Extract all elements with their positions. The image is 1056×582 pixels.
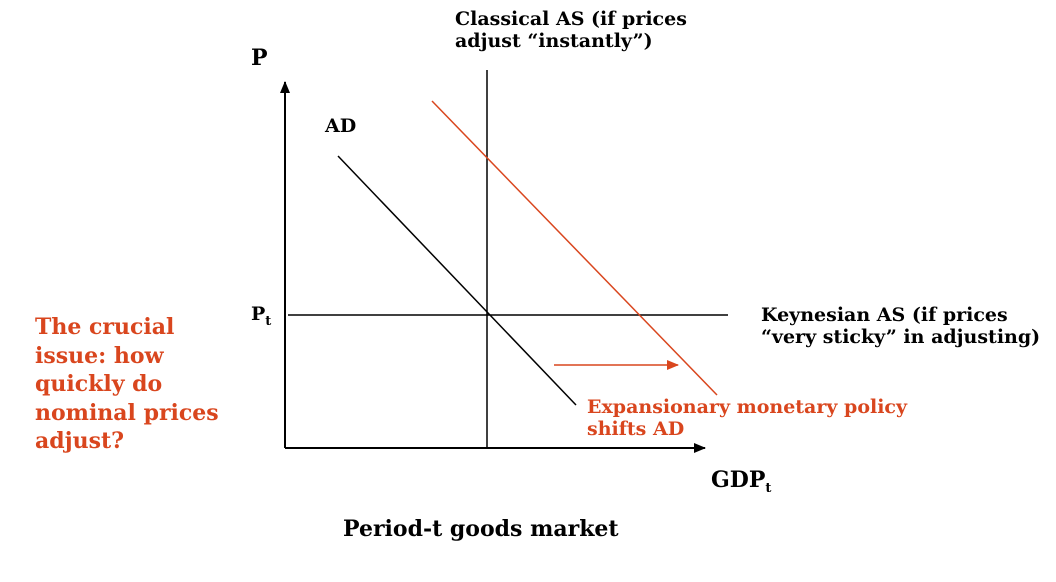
ad-curve xyxy=(337,155,577,406)
shift-annotation: Expansionary monetary policy shifts AD xyxy=(587,396,907,441)
shifted-ad-curve xyxy=(431,100,718,396)
classical-as-label: Classical AS (if prices adjust “instantl… xyxy=(455,8,687,53)
price-level-label-main: P xyxy=(251,303,266,325)
keynesian-as-label-line1: Keynesian AS (if prices xyxy=(761,304,1008,326)
classical-as-label-line2: adjust “instantly”) xyxy=(455,30,653,53)
shift-annotation-line2: shifts AD xyxy=(587,418,685,441)
ad-label: AD xyxy=(325,115,357,137)
price-level-label-sub: t xyxy=(265,314,272,329)
x-axis-label: GDPt xyxy=(711,467,772,496)
side-note: The crucial issue: how quickly do nomina… xyxy=(35,314,219,454)
y-axis-label: P xyxy=(251,45,268,71)
x-axis-label-main: GDP xyxy=(711,467,766,493)
keynesian-as-label-line2: “very sticky” in adjusting) xyxy=(761,326,1041,349)
diagram-caption: Period-t goods market xyxy=(343,516,619,542)
shift-annotation-line1: Expansionary monetary policy xyxy=(587,396,908,418)
keynesian-as-label: Keynesian AS (if prices “very sticky” in… xyxy=(761,304,1040,349)
classical-as-label-line1: Classical AS (if prices xyxy=(455,8,687,30)
x-axis-label-sub: t xyxy=(765,481,772,496)
price-level-label: Pt xyxy=(251,303,271,328)
